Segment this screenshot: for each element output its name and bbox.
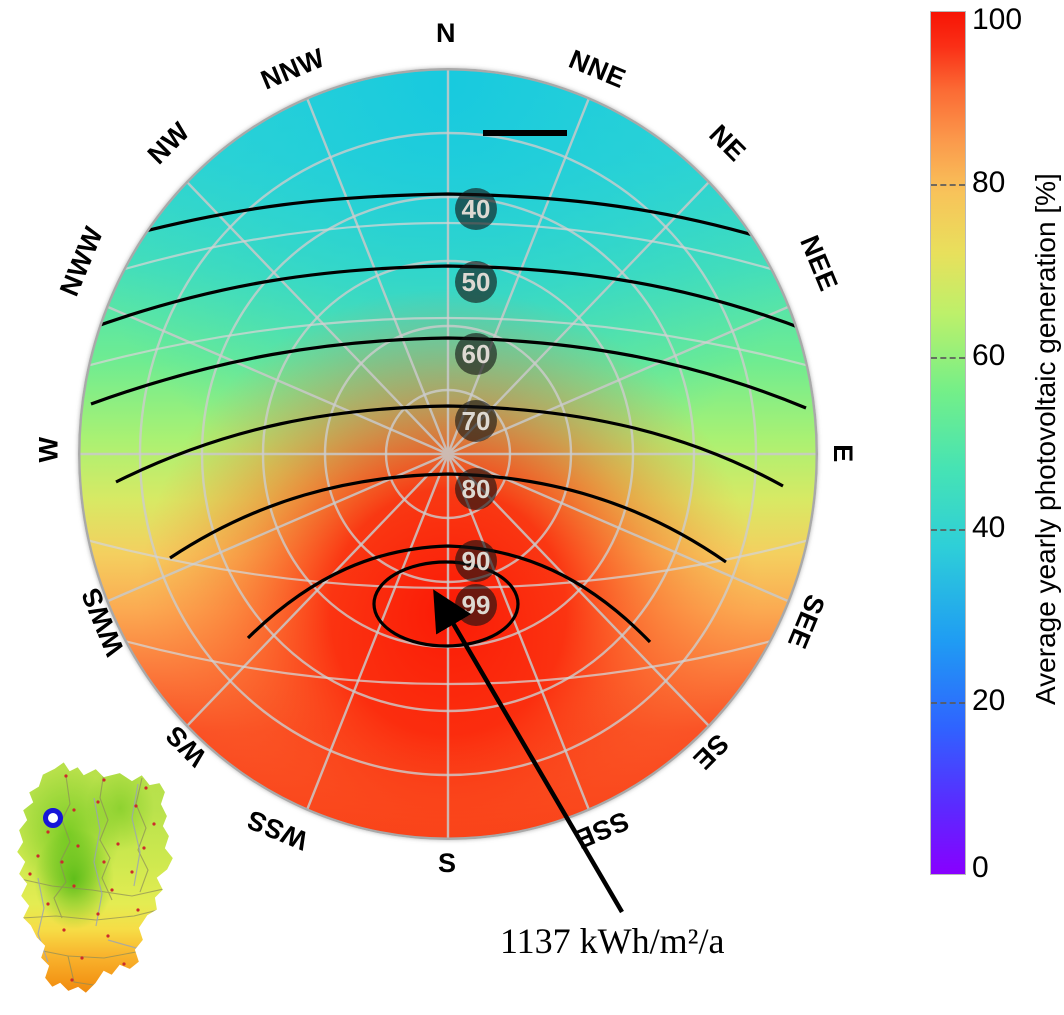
colorbar-tick-80 bbox=[931, 184, 965, 186]
polar-disc bbox=[78, 68, 818, 840]
annotation-value-label: 1137 kWh/m²/a bbox=[500, 921, 725, 961]
contour-label-70: 70 bbox=[455, 400, 497, 442]
polar-heatmap-field bbox=[78, 68, 818, 840]
axis-label-W: W bbox=[33, 436, 64, 463]
city-markers bbox=[28, 768, 156, 986]
colorbar-gradient bbox=[930, 11, 966, 875]
site-location-marker bbox=[43, 808, 63, 828]
axis-label-N: N bbox=[436, 18, 456, 48]
germany-map-outline bbox=[14, 759, 176, 996]
north-tick-mark bbox=[483, 130, 567, 136]
contour-lines bbox=[85, 192, 812, 648]
colorbar-axis-title: Average yearly photovoltaic generation [… bbox=[1030, 173, 1061, 705]
axis-label-S: S bbox=[438, 848, 457, 878]
colorbar-ticklabel-80: 80 bbox=[972, 166, 1006, 199]
polar-grid-oblique bbox=[79, 221, 817, 686]
colorbar-tick-60 bbox=[931, 357, 965, 359]
contour-label-90: 90 bbox=[455, 540, 497, 582]
colorbar-ticklabel-20: 20 bbox=[972, 684, 1006, 717]
germany-map-inset bbox=[8, 758, 208, 1010]
colorbar-ticklabel-40: 40 bbox=[972, 511, 1006, 544]
polar-plot: N NNE NE NEE E SEE SE SSE S WSS WS WWS W… bbox=[33, 20, 857, 877]
contour-label-80: 80 bbox=[455, 468, 497, 510]
axis-label-E: E bbox=[827, 444, 858, 463]
contour-label-40: 40 bbox=[455, 188, 497, 230]
contour-label-50: 50 bbox=[455, 261, 497, 303]
colorbar-tick-40 bbox=[931, 529, 965, 531]
polar-grid-spokes bbox=[79, 69, 817, 839]
colorbar-group: 100 80 60 40 20 0 Average yearly photovo… bbox=[930, 3, 1064, 888]
colorbar-ticklabel-60: 60 bbox=[972, 339, 1006, 372]
germany-map-fill bbox=[16, 761, 174, 994]
colorbar-tick-20 bbox=[931, 702, 965, 704]
colorbar-ticklabel-100: 100 bbox=[972, 3, 1023, 36]
colorbar-ticklabel-0: 0 bbox=[972, 851, 989, 884]
germany-map-shape bbox=[14, 759, 176, 996]
contour-label-99: 99 bbox=[455, 584, 497, 626]
contour-label-60: 60 bbox=[455, 333, 497, 375]
